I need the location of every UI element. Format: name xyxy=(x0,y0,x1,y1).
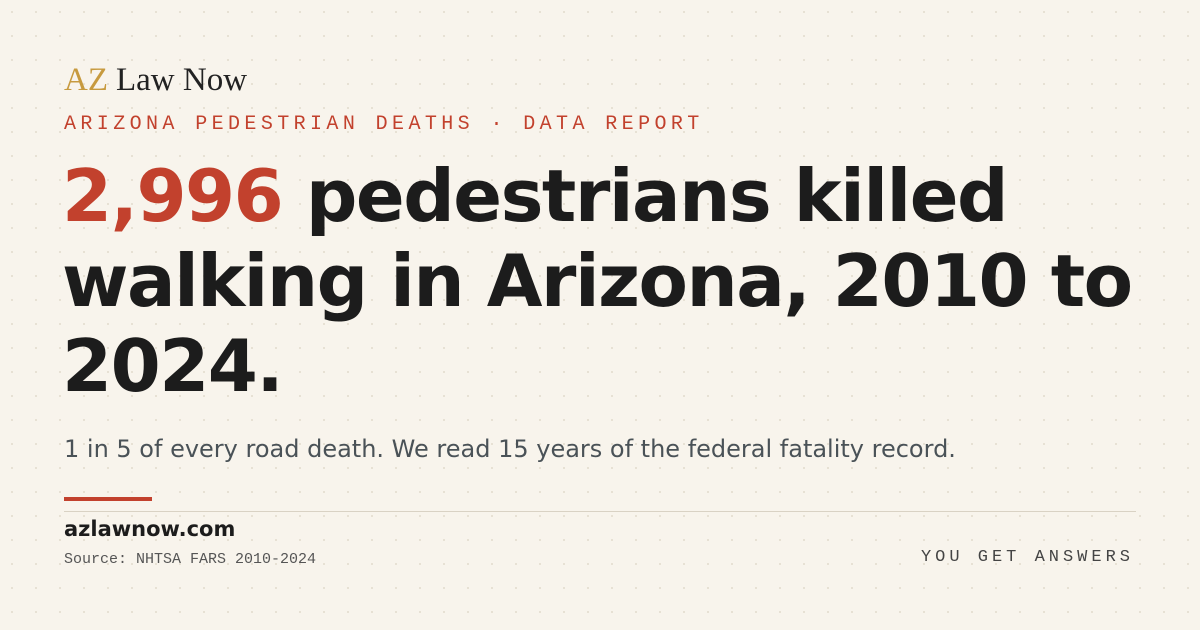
source-note: Source: NHTSA FARS 2010-2024 xyxy=(64,551,317,568)
tagline: YOU GET ANSWERS xyxy=(920,548,1134,567)
site-url: azlawnow.com xyxy=(64,517,236,541)
brand-name: Law Now xyxy=(116,62,248,98)
kicker: ARIZONA PEDESTRIAN DEATHS · DATA REPORT xyxy=(64,113,704,136)
brand-mark: AZ xyxy=(64,62,108,98)
headline-highlight: 2,996 xyxy=(62,154,284,238)
headline-line: pedestrians killed xyxy=(305,154,1009,238)
headline-line: walking in Arizona, 2010 to xyxy=(62,239,1133,323)
brand: AZ Law Now xyxy=(64,60,247,100)
headline: 2,996 pedestrians killed walking in Arizo… xyxy=(62,154,1182,409)
subtitle: 1 in 5 of every road death. We read 15 y… xyxy=(64,435,956,463)
divider xyxy=(64,511,1136,512)
accent-bar xyxy=(64,497,152,501)
headline-line: 2024. xyxy=(62,324,284,408)
